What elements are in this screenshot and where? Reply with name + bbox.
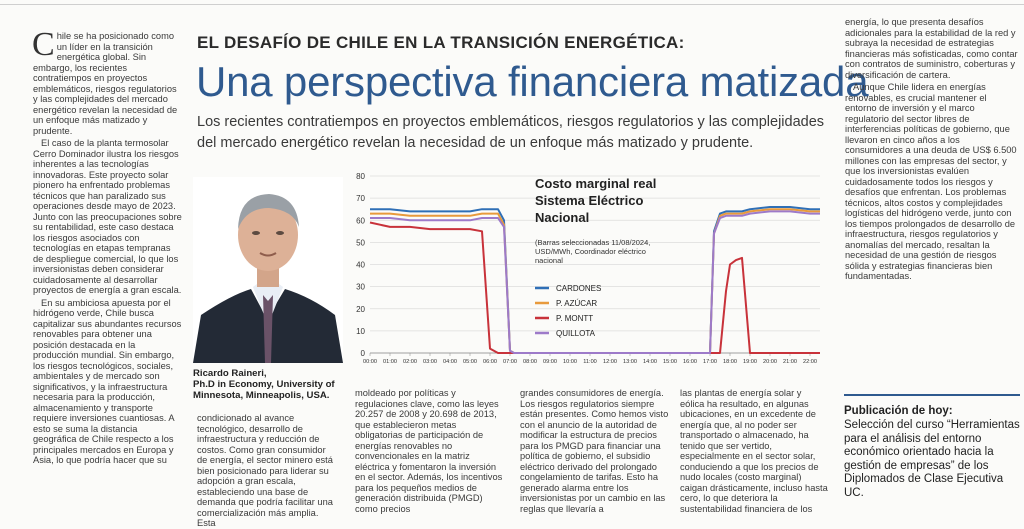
line-chart: 0 10 20 30 40 50 60 70 80 00:00 01:00 02:00 03:00 04…	[340, 170, 830, 370]
chart-y-axis: 0 10 20 30 40 50 60 70 80	[356, 172, 365, 358]
promo-box: Publicación de hoy: Selección del curso …	[844, 394, 1020, 500]
chart-series	[369, 206, 820, 354]
y-tick-label: 70	[356, 194, 365, 203]
x-tick-label: 18:00	[723, 359, 737, 365]
promo-body: Selección del curso “Herramientas para e…	[844, 419, 1020, 499]
series-line-quillota	[370, 210, 820, 354]
chart-x-axis: 00:00 01:00 02:00 03:00 04:00 05:00 06:00 07:00…	[363, 352, 820, 365]
x-tick-label: 05:00	[463, 359, 477, 365]
x-tick-label: 21:00	[783, 359, 797, 365]
chart-subtitle: (Barras seleccionadas 11/08/2024, USD/MWh…	[535, 238, 650, 265]
article-column-mid-3: grandes consumidores de energía. Los rie…	[520, 388, 669, 514]
y-tick-label: 30	[356, 283, 365, 292]
chart-title: Costo marginal real Sistema Eléctrico Naci…	[535, 176, 656, 225]
article-column-right: energía, lo que presenta desafíos adicio…	[845, 17, 1019, 387]
legend-label: P. MONTT	[556, 314, 593, 323]
promo-rule	[844, 394, 1020, 396]
article-kicker: EL DESAFÍO DE CHILE EN LA TRANSICIÓN ENE…	[197, 33, 685, 52]
caption-credential: Ph.D in Economy, University of Minnesota…	[193, 379, 335, 401]
paragraph: Aunque Chile lidera en energías renovabl…	[845, 82, 1017, 281]
author-photo	[193, 177, 343, 363]
x-tick-label: 09:00	[543, 359, 557, 365]
x-tick-label: 22:00	[803, 359, 817, 365]
chart-title-line: Sistema Eléctrico	[535, 193, 643, 208]
chart-title-line: Nacional	[535, 210, 589, 225]
caption-name: Ricardo Raineri,	[193, 368, 267, 379]
y-tick-label: 10	[356, 327, 365, 336]
paragraph: El caso de la planta termosolar Cerro Do…	[33, 138, 182, 295]
paragraph: energía, lo que presenta desafíos adicio…	[845, 17, 1018, 80]
x-tick-label: 00:00	[363, 359, 377, 365]
x-tick-label: 20:00	[763, 359, 777, 365]
x-tick-label: 11:00	[583, 359, 597, 365]
x-tick-label: 17:00	[703, 359, 717, 365]
x-tick-label: 14:00	[643, 359, 657, 365]
x-tick-label: 12:00	[603, 359, 617, 365]
x-tick-label: 10:00	[563, 359, 577, 365]
x-tick-label: 19:00	[743, 359, 757, 365]
x-tick-label: 08:00	[523, 359, 537, 365]
top-rule	[0, 4, 1024, 5]
article-column-mid-4: las plantas de energía solar y eólica ha…	[680, 388, 828, 514]
article-deck: Los recientes contratiempos en proyectos…	[197, 114, 825, 151]
y-tick-label: 40	[356, 261, 365, 270]
x-tick-label: 16:00	[683, 359, 697, 365]
x-tick-label: 04:00	[443, 359, 457, 365]
article-column-mid-2: moldeado por políticas y regulaciones cl…	[355, 388, 503, 514]
dropcap: C	[33, 31, 55, 63]
x-tick-label: 06:00	[483, 359, 497, 365]
series-line-p-az-car	[370, 208, 820, 354]
article-headline: Una perspectiva financiera matizada	[196, 58, 869, 105]
article-column-mid-1: condicionado al avance tecnológico, desa…	[197, 413, 333, 528]
y-tick-label: 50	[356, 238, 365, 247]
chart-subtitle-line: (Barras seleccionadas 11/08/2024,	[535, 238, 650, 247]
x-tick-label: 02:00	[403, 359, 417, 365]
y-tick-label: 80	[356, 172, 365, 181]
chart-legend: CARDONES P. AZÚCAR P. MONTT QUILLOTA	[535, 284, 601, 338]
y-tick-label: 0	[361, 349, 366, 358]
chart-subtitle-line: USD/MWh, Coordinador eléctrico	[535, 247, 646, 256]
legend-label: QUILLOTA	[556, 329, 596, 338]
x-tick-label: 03:00	[423, 359, 437, 365]
x-tick-label: 13:00	[623, 359, 637, 365]
legend-label: CARDONES	[556, 284, 601, 293]
y-tick-label: 60	[356, 216, 365, 225]
legend-label: P. AZÚCAR	[556, 299, 597, 308]
y-tick-label: 20	[356, 305, 365, 314]
paragraph: En su ambiciosa apuesta por el hidrógeno…	[33, 297, 182, 466]
x-tick-label: 15:00	[663, 359, 677, 365]
promo-title: Publicación de hoy:	[844, 405, 953, 417]
chart-subtitle-line: nacional	[535, 256, 563, 265]
x-tick-label: 01:00	[383, 359, 397, 365]
x-tick-label: 07:00	[503, 359, 517, 365]
chart-title-line: Costo marginal real	[535, 176, 656, 191]
photo-caption: Ricardo Raineri, Ph.D in Economy, Univer…	[193, 368, 353, 401]
